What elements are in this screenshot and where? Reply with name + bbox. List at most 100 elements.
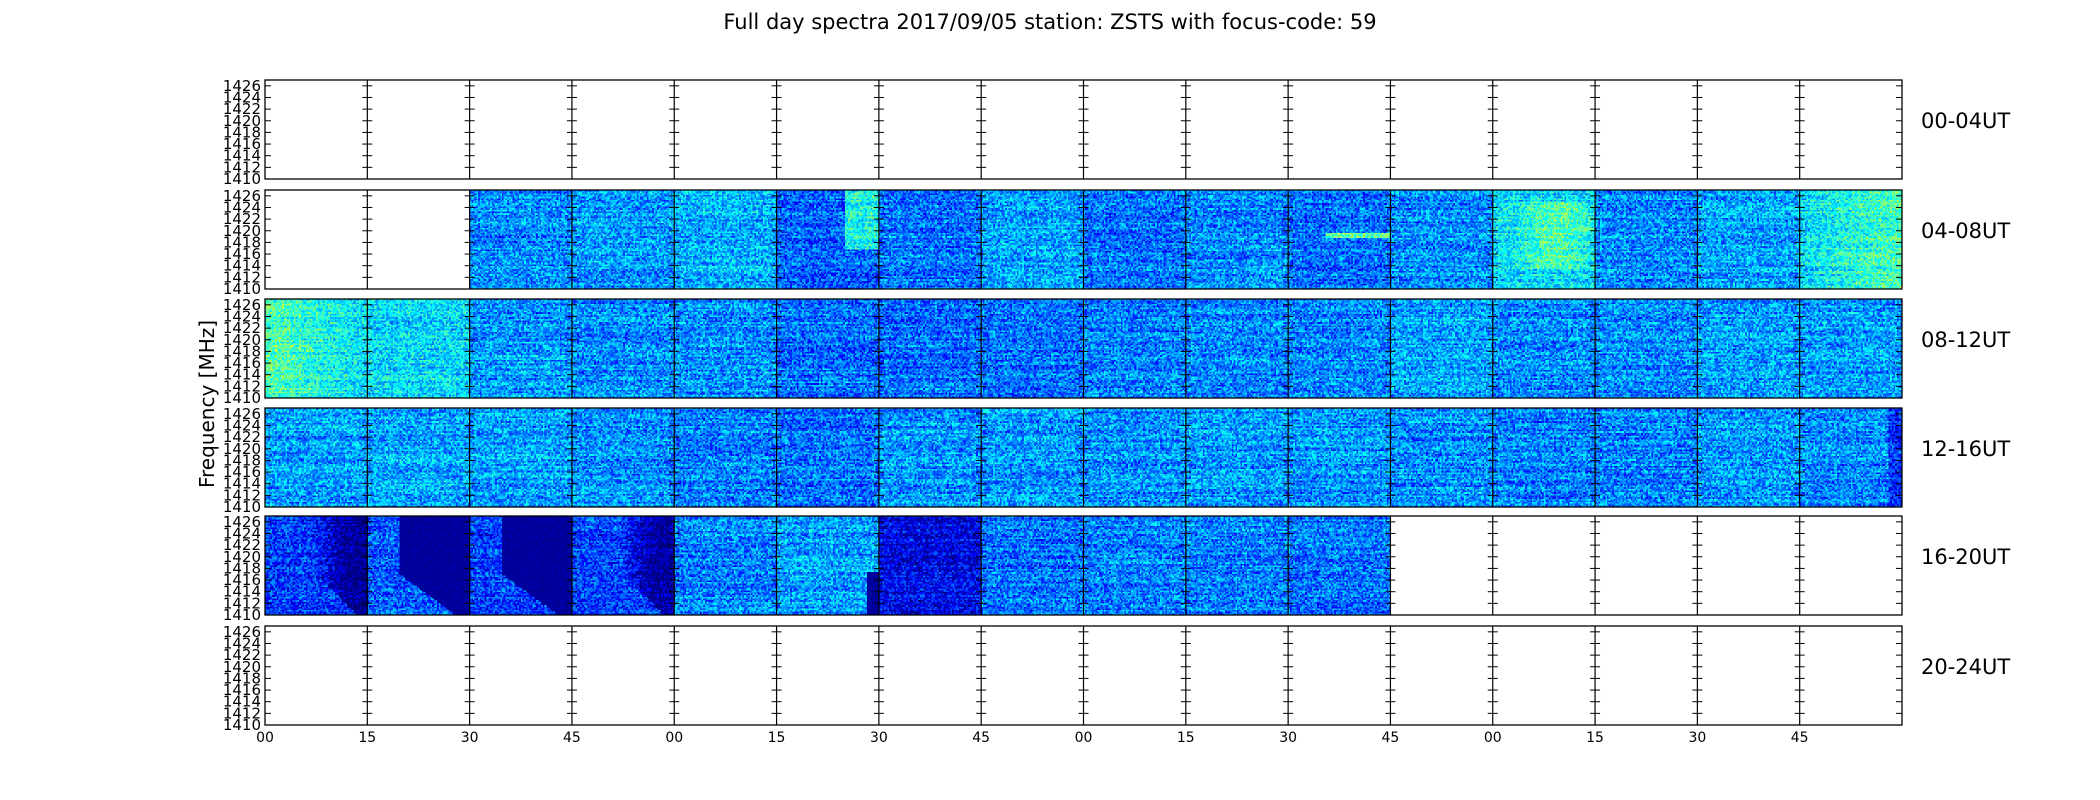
spectrum-panel <box>265 299 368 398</box>
spectrum-panel <box>776 299 879 398</box>
y-tick-label: 1416 <box>223 463 261 481</box>
spectrum-panel <box>1492 408 1596 507</box>
row-label: 08-12UT <box>1921 328 2010 352</box>
y-tick-label: 1418 <box>223 451 261 469</box>
y-tick-label: 1418 <box>223 233 261 251</box>
y-tick-label: 1424 <box>223 416 261 434</box>
row-label: 00-04UT <box>1921 109 2010 133</box>
y-tick-label: 1424 <box>223 307 261 325</box>
spectrum-panel <box>1595 190 1698 289</box>
row-label: 20-24UT <box>1921 655 2010 679</box>
y-tick-label: 1420 <box>223 112 261 130</box>
x-tick-label: 30 <box>461 730 479 746</box>
spectrum-panel <box>1799 190 1902 289</box>
y-tick-label: 1412 <box>223 377 261 395</box>
y-tick-label: 1424 <box>223 634 261 652</box>
y-tick-label: 1418 <box>223 342 261 360</box>
spectrum-panel <box>367 299 470 398</box>
x-tick-label: 30 <box>1688 730 1706 746</box>
x-tick-label: 00 <box>256 730 274 746</box>
spectrum-panel <box>1595 408 1698 507</box>
y-tick-label: 1412 <box>223 158 261 176</box>
row-axes-frame <box>264 298 1903 399</box>
y-tick-label: 1416 <box>223 571 261 589</box>
x-tick-label: 15 <box>768 730 786 746</box>
y-tick-label: 1426 <box>223 187 261 205</box>
spectrum-panel <box>1390 299 1493 398</box>
y-tick-label: 1420 <box>223 222 261 240</box>
spectrum-panel <box>1288 408 1391 507</box>
y-tick-label: 1410 <box>223 498 261 516</box>
spectrum-panel <box>981 299 1084 398</box>
y-tick-label: 1410 <box>223 716 261 734</box>
y-tick-label: 1412 <box>223 268 261 286</box>
spectrum-panel <box>469 408 572 507</box>
spectrum-panel <box>1799 299 1902 398</box>
spectrum-panel <box>265 408 368 507</box>
y-tick-label: 1422 <box>223 319 261 337</box>
y-tick-label: 1420 <box>223 331 261 349</box>
spectrum-panel <box>878 408 982 507</box>
spectrum-panel <box>878 190 982 289</box>
y-tick-label: 1414 <box>223 257 261 275</box>
spectrum-panel <box>1185 408 1289 507</box>
y-tick-label: 1422 <box>223 100 261 118</box>
y-tick-label: 1426 <box>223 513 261 531</box>
spectrum-panel <box>674 299 777 398</box>
y-tick-label: 1424 <box>223 524 261 542</box>
spectrum-panel <box>1492 299 1596 398</box>
spectrum-panel <box>1697 408 1800 507</box>
spectrum-panel <box>1083 516 1186 615</box>
y-tick-label: 1422 <box>223 536 261 554</box>
y-tick-label: 1414 <box>223 475 261 493</box>
y-tick-label: 1416 <box>223 135 261 153</box>
spectrum-panel <box>367 516 470 615</box>
spectrum-panel <box>1697 190 1800 289</box>
x-tick-label: 15 <box>1586 730 1604 746</box>
spectrum-panel <box>1390 190 1493 289</box>
spectrum-panel <box>1492 190 1596 289</box>
spectrum-panel <box>469 190 572 289</box>
spectrum-panel <box>674 408 777 507</box>
spectrum-panel <box>1083 408 1186 507</box>
spectrum-panel <box>1288 299 1391 398</box>
y-tick-label: 1414 <box>223 693 261 711</box>
y-tick-label: 1410 <box>223 606 261 624</box>
x-tick-label: 45 <box>1791 730 1809 746</box>
y-axis-label-group: Frequency [MHz] <box>195 320 219 488</box>
y-tick-label: 1410 <box>223 389 261 407</box>
spectrum-panel <box>571 516 675 615</box>
y-tick-label: 1420 <box>223 440 261 458</box>
x-tick-label: 00 <box>1075 730 1093 746</box>
spectrum-panel <box>1799 408 1902 507</box>
spectrum-panel <box>776 408 879 507</box>
y-tick-label: 1412 <box>223 486 261 504</box>
y-tick-label: 1412 <box>223 594 261 612</box>
spectrum-panel <box>674 516 777 615</box>
y-tick-label: 1410 <box>223 170 261 188</box>
x-tick-label: 30 <box>1279 730 1297 746</box>
row-axes-frame <box>264 515 1903 616</box>
x-tick-label: 00 <box>665 730 683 746</box>
y-tick-label: 1414 <box>223 147 261 165</box>
spectrum-panel <box>1083 299 1186 398</box>
spectrum-panel <box>981 516 1084 615</box>
x-tick-label: 45 <box>972 730 990 746</box>
row-label: 04-08UT <box>1921 219 2010 243</box>
spectrum-panel <box>571 299 675 398</box>
spectrum-panel <box>776 516 879 615</box>
spectrum-panel <box>878 516 982 615</box>
y-tick-label: 1426 <box>223 405 261 423</box>
y-tick-label: 1410 <box>223 280 261 298</box>
spectrum-panel <box>1288 190 1391 289</box>
x-tick-label: 15 <box>358 730 376 746</box>
y-tick-label: 1418 <box>223 559 261 577</box>
y-tick-label: 1414 <box>223 583 261 601</box>
spectrum-panel <box>981 408 1084 507</box>
spectrum-panel <box>1185 299 1289 398</box>
chart-title: Full day spectra 2017/09/05 station: ZST… <box>723 10 1377 34</box>
row-axes-frame <box>264 79 1903 180</box>
